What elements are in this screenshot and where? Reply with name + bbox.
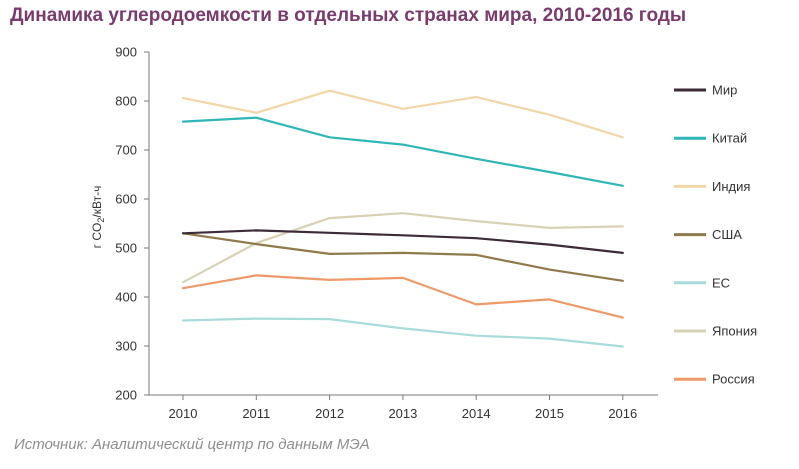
y-tick-label: 700 [115, 143, 137, 158]
series-line-Япония [181, 212, 624, 284]
legend-label-США: США [712, 227, 742, 242]
legend: Мир Китай Индия США ЕС Япония Россия [674, 83, 757, 387]
legend-label-Китай: Китай [712, 131, 747, 146]
x-tick-label: 2013 [388, 406, 417, 421]
source-note: Источник: Аналитический центр по данным … [14, 436, 370, 453]
legend-label-Мир: Мир [712, 83, 737, 98]
series-line-Индия [181, 89, 624, 139]
y-tick-label: 600 [115, 192, 137, 207]
series-line-Мир [181, 229, 624, 254]
y-tick-label: 200 [115, 388, 137, 403]
chart-axes: 200 300 400 500 600 700 800 900 2010 2011 2012 2013… [115, 45, 658, 421]
chart-title: Динамика углеродоемкости в отдельных стр… [10, 5, 687, 26]
legend-label-Япония: Япония [712, 324, 757, 339]
y-tick-label: 800 [115, 94, 137, 109]
x-tick-label: 2012 [315, 406, 344, 421]
x-tick-label: 2015 [535, 406, 564, 421]
x-tick-label: 2014 [462, 406, 491, 421]
legend-label-ЕС: ЕС [712, 275, 730, 290]
svg-text:г CO2/кВт-ч: г CO2/кВт-ч [90, 186, 106, 249]
series-line-США [181, 232, 624, 282]
series-line-ЕС [181, 317, 624, 348]
y-axis-label: г CO2/кВт-ч [90, 186, 106, 249]
series-line-Китай [181, 116, 624, 187]
legend-label-Индия: Индия [712, 179, 750, 194]
x-tick-label: 2016 [608, 406, 637, 421]
y-tick-label: 900 [115, 45, 137, 60]
series-line-Россия [181, 274, 624, 319]
y-tick-label: 300 [115, 339, 137, 354]
x-tick-label: 2011 [242, 406, 270, 421]
y-tick-label: 500 [115, 241, 137, 256]
x-tick-label: 2010 [169, 406, 198, 421]
y-tick-label: 400 [115, 290, 137, 305]
legend-label-Россия: Россия [712, 372, 755, 387]
series-lines [181, 89, 624, 348]
